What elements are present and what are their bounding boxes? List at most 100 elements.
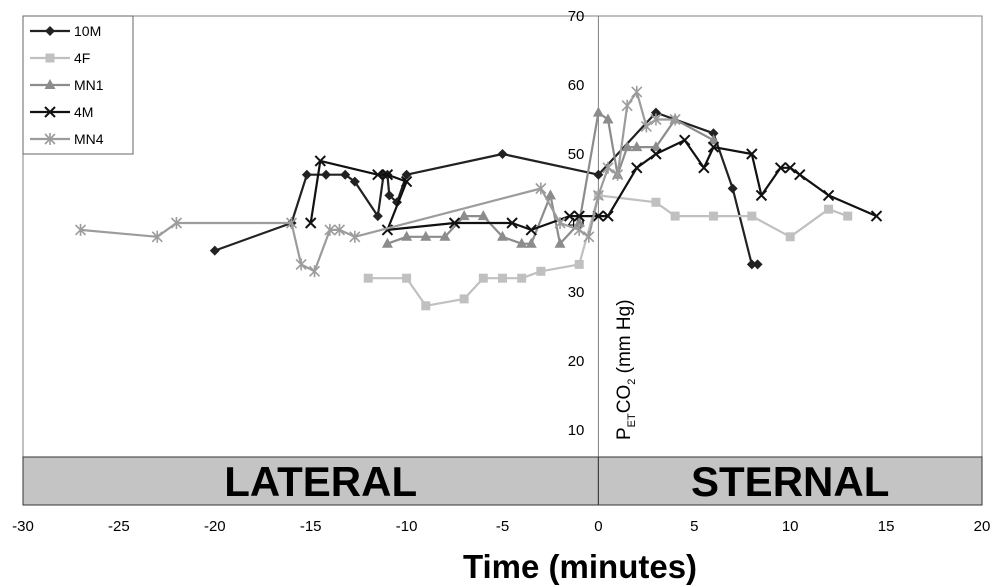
data-point — [308, 265, 321, 278]
data-point — [478, 273, 488, 283]
data-point — [333, 223, 346, 236]
data-point — [573, 223, 585, 236]
data-point — [536, 266, 546, 276]
data-point — [746, 259, 757, 270]
data-point — [592, 106, 604, 117]
data-point — [340, 169, 351, 180]
data-point — [314, 155, 326, 167]
data-point — [525, 237, 537, 248]
band-group: LATERAL STERNAL — [22, 456, 983, 506]
data-point — [785, 232, 795, 242]
data-point — [727, 183, 738, 194]
data-point — [651, 197, 661, 207]
data-point — [707, 141, 720, 153]
data-point — [301, 169, 312, 180]
data-point — [573, 217, 585, 227]
data-point — [498, 273, 507, 283]
data-point — [74, 223, 87, 236]
x-tick-label: -30 — [12, 518, 34, 535]
data-point — [631, 141, 643, 152]
data-point — [593, 169, 604, 180]
data-point — [439, 230, 451, 241]
legend-label: MN4 — [74, 131, 104, 147]
data-point — [45, 53, 55, 63]
data-point — [401, 169, 412, 180]
data-point — [151, 230, 163, 243]
data-point — [401, 230, 413, 241]
y-tick-label: 50 — [568, 146, 585, 163]
data-point — [747, 211, 757, 221]
legend: 10M 4F MN1 4M MN4 — [22, 15, 134, 155]
data-point — [708, 211, 718, 221]
x-tick-label: 15 — [878, 518, 895, 535]
data-point — [650, 113, 662, 126]
data-point — [631, 85, 643, 98]
x-tick-label: -15 — [300, 518, 322, 535]
data-point — [670, 211, 680, 221]
series-4f — [363, 190, 853, 311]
y-tick-label: 60 — [568, 77, 585, 94]
data-point — [822, 189, 835, 202]
data-point — [516, 237, 528, 248]
data-point — [421, 301, 431, 311]
band-sternal — [597, 456, 983, 506]
data-point — [698, 162, 710, 174]
data-point — [321, 169, 332, 180]
data-point — [372, 168, 384, 181]
plot-area — [22, 15, 983, 506]
x-tick-label: -10 — [396, 518, 418, 535]
data-point — [602, 210, 614, 222]
data-point — [612, 168, 624, 181]
data-point — [554, 217, 566, 229]
data-point — [459, 294, 469, 304]
data-point — [400, 175, 413, 188]
legend-label: 4M — [74, 104, 93, 120]
y-tick-label: 20 — [568, 353, 585, 370]
legend-label: 10M — [74, 23, 101, 39]
data-point — [573, 210, 585, 222]
data-point — [843, 211, 853, 221]
data-point — [381, 237, 393, 248]
data-point — [506, 217, 518, 229]
data-point — [44, 79, 56, 89]
data-point — [45, 26, 55, 36]
y-axis-label-part: P — [614, 427, 635, 440]
data-point — [621, 141, 633, 152]
legend-item-mn4: MN4 — [30, 131, 104, 147]
data-point — [583, 230, 595, 243]
band-lateral — [22, 456, 599, 506]
data-point — [554, 237, 566, 248]
data-point — [525, 224, 537, 236]
x-axis-label: Time (minutes) — [463, 548, 697, 585]
band-label: STERNAL — [691, 458, 889, 505]
data-point — [170, 217, 183, 229]
legend-label: 4F — [74, 50, 90, 66]
series-4m — [304, 134, 883, 236]
data-point — [44, 133, 56, 145]
x-tick-label: 10 — [782, 518, 799, 535]
data-point — [420, 230, 432, 241]
data-point — [209, 245, 220, 256]
data-point — [640, 120, 652, 133]
series-mn1 — [381, 106, 719, 248]
data-point — [602, 161, 614, 174]
legend-item-4f: 4F — [30, 50, 90, 66]
data-point — [574, 259, 584, 269]
legend-item-mn1: MN1 — [30, 77, 104, 93]
data-point — [402, 273, 412, 283]
data-point — [592, 189, 604, 202]
x-tick-label: -25 — [108, 518, 130, 535]
data-point — [650, 107, 661, 118]
data-point — [448, 217, 461, 229]
y-tick-labels: 10203040506070 — [568, 8, 585, 439]
data-point — [621, 99, 633, 112]
data-point — [372, 211, 383, 222]
y-axis-label-part: 2 — [626, 379, 638, 385]
data-point — [870, 210, 883, 222]
data-point — [349, 230, 361, 243]
x-tick-label: 20 — [974, 518, 991, 535]
data-point — [324, 223, 336, 236]
data-point — [794, 168, 806, 181]
x-tick-labels: -30 -25 -20 -15 -10 -5 0 5 10 15 20 — [12, 518, 990, 535]
